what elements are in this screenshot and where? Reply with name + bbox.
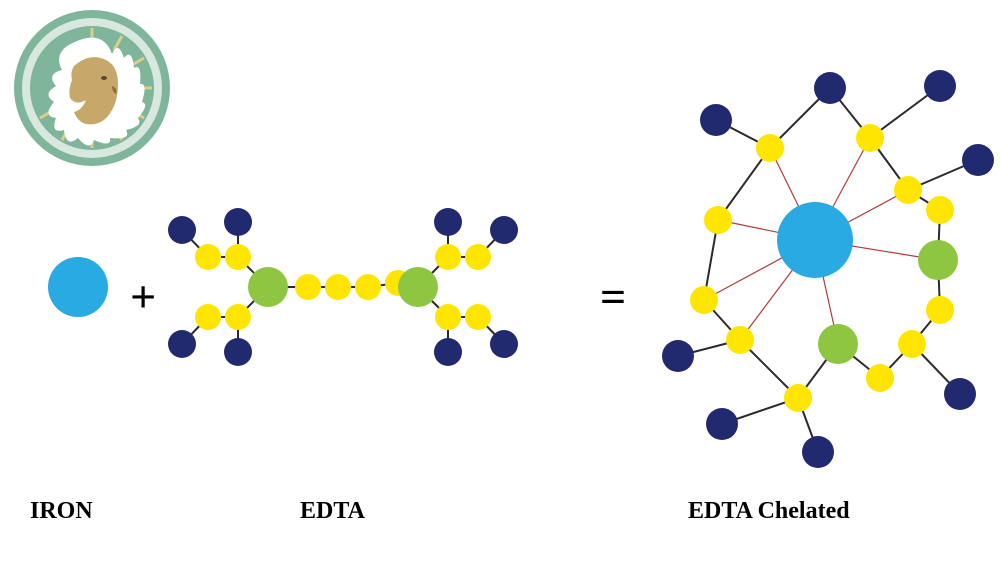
chelate-yellow (926, 296, 954, 324)
edta-navy (434, 208, 462, 236)
edta-navy (434, 338, 462, 366)
chelate-yellow (926, 196, 954, 224)
chelate-yellow (690, 286, 718, 314)
chelate-navy (802, 436, 834, 468)
label-iron: IRON (30, 498, 93, 525)
edta-navy (168, 330, 196, 358)
edta-yellow (435, 304, 461, 330)
edta-navy (168, 216, 196, 244)
label-edta: EDTA (300, 498, 365, 525)
edta-yellow (355, 274, 381, 300)
chelate-navy (924, 70, 956, 102)
chelate-yellow (856, 124, 884, 152)
chelate-yellow (726, 326, 754, 354)
edta-yellow (295, 274, 321, 300)
edta-navy (490, 216, 518, 244)
edta-yellow (465, 244, 491, 270)
plus-operator: + (130, 270, 156, 323)
edta-green (398, 267, 438, 307)
chelate-navy (814, 72, 846, 104)
chelate-navy (706, 408, 738, 440)
edta-yellow (195, 244, 221, 270)
chelate-navy (662, 340, 694, 372)
edta-yellow (435, 244, 461, 270)
edta-yellow (325, 274, 351, 300)
edta-yellow (225, 304, 251, 330)
chelate-navy (700, 104, 732, 136)
chelate-yellow (704, 206, 732, 234)
label-chelated: EDTA Chelated (688, 498, 850, 525)
edta-yellow (225, 244, 251, 270)
chelate-iron-center (777, 202, 853, 278)
chelate-navy (944, 378, 976, 410)
equals-operator: = (600, 270, 626, 323)
edta-green (248, 267, 288, 307)
chelate-green (918, 240, 958, 280)
chelate-green (818, 324, 858, 364)
edta-navy (490, 330, 518, 358)
chelate-yellow (784, 384, 812, 412)
iron-atom (48, 257, 108, 317)
chelate-yellow (756, 134, 784, 162)
edta-navy (224, 208, 252, 236)
edta-yellow (195, 304, 221, 330)
edta-navy (224, 338, 252, 366)
chelate-navy (962, 144, 994, 176)
chelate-yellow (894, 176, 922, 204)
chelate-yellow (866, 364, 894, 392)
edta-yellow (465, 304, 491, 330)
chelate-yellow (898, 330, 926, 358)
